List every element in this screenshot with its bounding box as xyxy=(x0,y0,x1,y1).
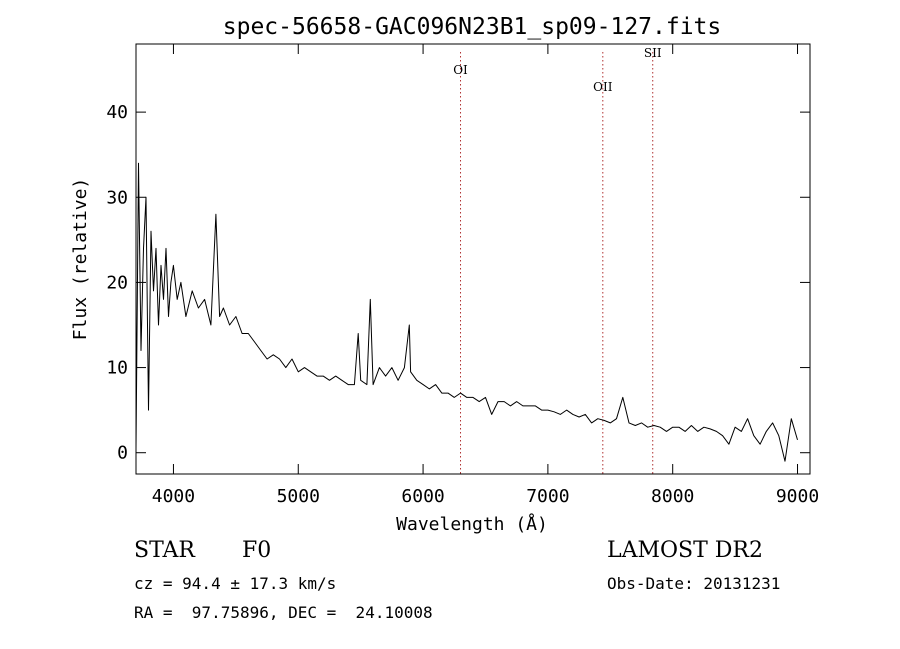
x-tick-label-6000: 6000 xyxy=(401,486,444,507)
x-tick-label-5000: 5000 xyxy=(277,486,320,507)
spectrum-line-0 xyxy=(135,162,798,462)
y-tick-label-40: 40 xyxy=(106,102,128,123)
line-label-sii: SII xyxy=(644,46,662,60)
line-label-oi: OI xyxy=(453,63,468,77)
x-tick-label-4000: 4000 xyxy=(152,486,195,507)
y-tick-label-30: 30 xyxy=(106,187,128,208)
y-tick-label-20: 20 xyxy=(106,272,128,293)
x-axis-label: Wavelength (Å) xyxy=(396,513,548,535)
object-class: STAR xyxy=(134,538,195,563)
series-layer xyxy=(135,162,798,462)
survey-name: LAMOST DR2 xyxy=(607,538,763,563)
x-tick-label-7000: 7000 xyxy=(526,486,569,507)
redshift-cz: cz = 94.4 ± 17.3 km/s xyxy=(134,574,337,593)
x-tick-label-8000: 8000 xyxy=(651,486,694,507)
line-label-oii: OII xyxy=(593,80,613,94)
object-subclass: F0 xyxy=(242,538,272,563)
axis-layer: 4000 5000 6000 7000 8000 9000 0 10 20 30 40 xyxy=(106,44,819,507)
chart-title: spec-56658-GAC096N23B1_sp09-127.fits xyxy=(223,14,722,40)
y-tick-label-10: 10 xyxy=(106,358,128,379)
x-tick-label-9000: 9000 xyxy=(776,486,819,507)
plot-frame xyxy=(135,43,811,475)
annotation-layer: OI OII SII xyxy=(453,46,662,474)
observation-date: Obs-Date: 20131231 xyxy=(607,574,781,593)
y-tick-label-0: 0 xyxy=(117,443,128,464)
y-axis-label: Flux (relative) xyxy=(70,178,91,341)
coordinates: RA = 97.75896, DEC = 24.10008 xyxy=(134,603,433,622)
